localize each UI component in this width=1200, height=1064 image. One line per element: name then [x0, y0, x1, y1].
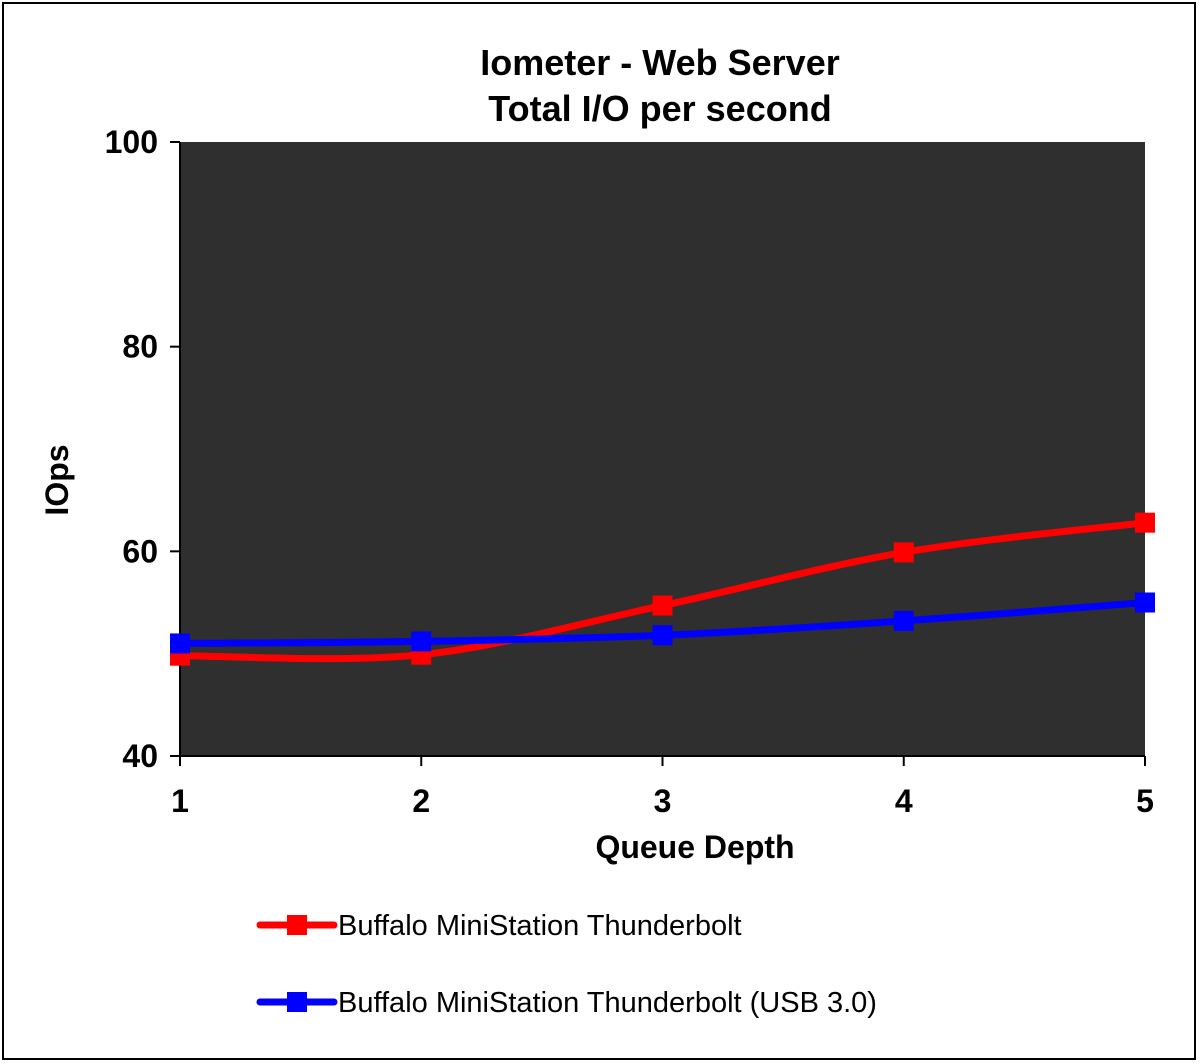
y-tick-label: 100: [105, 124, 158, 160]
data-point-marker: [652, 595, 673, 616]
x-tick-label: 3: [654, 783, 672, 819]
chart-title-line-1: Iometer - Web Server: [480, 42, 840, 83]
plot-area: [180, 142, 1145, 756]
chart-title-line-2: Total I/O per second: [488, 88, 832, 129]
x-axis: 1 2 3 4 5: [171, 755, 1154, 819]
legend-label: Buffalo MiniStation Thunderbolt (USB 3.0…: [338, 987, 877, 1019]
legend-item-1: Buffalo MiniStation Thunderbolt: [256, 910, 742, 942]
legend-marker: [287, 992, 307, 1012]
data-point-marker: [1135, 512, 1155, 533]
data-point-marker: [893, 542, 914, 563]
legend-label: Buffalo MiniStation Thunderbolt: [338, 910, 742, 942]
legend: Buffalo MiniStation Thunderbolt Buffalo M…: [256, 910, 877, 1019]
chart-title: Iometer - Web Server Total I/O per secon…: [0, 40, 1200, 132]
data-point-marker: [1135, 592, 1155, 613]
x-tick-label: 1: [171, 783, 189, 819]
x-tick-label: 5: [1136, 783, 1154, 819]
y-tick-label: 60: [122, 533, 158, 569]
x-tick-label: 4: [895, 783, 913, 819]
legend-item-2: Buffalo MiniStation Thunderbolt (USB 3.0…: [256, 987, 877, 1019]
legend-marker: [287, 915, 307, 935]
y-tick-label: 80: [122, 329, 158, 365]
y-axis-title: IOps: [39, 444, 75, 515]
y-axis: 40 60 80 100: [105, 124, 181, 774]
series-layer: [170, 512, 1155, 666]
data-point-marker: [893, 610, 914, 631]
y-tick-label: 40: [122, 738, 158, 774]
data-point-marker: [652, 625, 673, 646]
x-tick-label: 2: [412, 783, 430, 819]
series-2: [170, 592, 1155, 654]
data-point-marker: [411, 631, 432, 652]
data-point-marker: [170, 633, 190, 654]
x-axis-title: Queue Depth: [595, 829, 794, 865]
